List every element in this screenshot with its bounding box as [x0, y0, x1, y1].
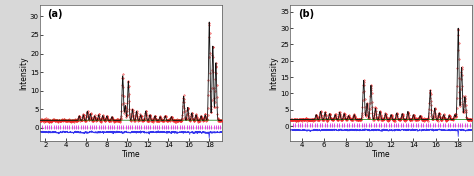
Y-axis label: Intensity: Intensity	[19, 56, 28, 90]
X-axis label: Time: Time	[122, 150, 140, 159]
Y-axis label: Intensity: Intensity	[270, 56, 279, 90]
Text: (a): (a)	[47, 9, 63, 19]
X-axis label: Time: Time	[372, 150, 390, 159]
Text: (b): (b)	[298, 9, 314, 19]
